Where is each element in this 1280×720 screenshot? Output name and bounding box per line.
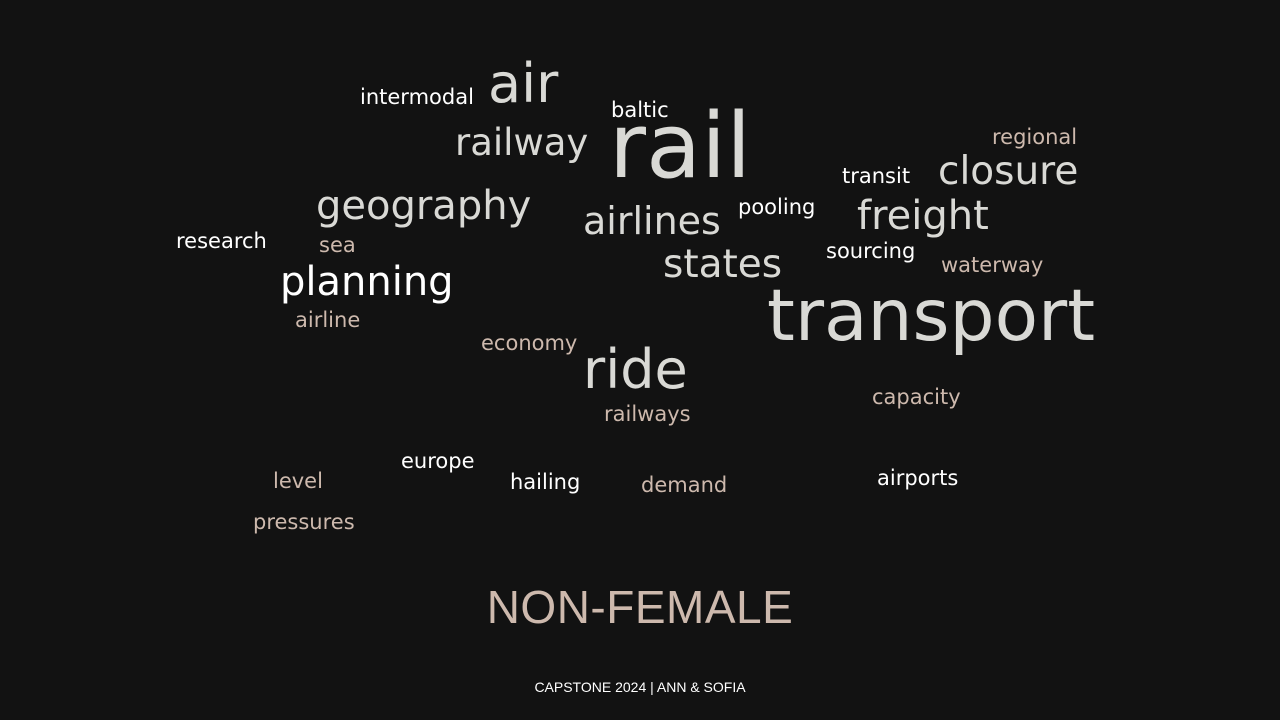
word-baltic: baltic xyxy=(611,98,669,122)
word-air: air xyxy=(488,52,559,115)
word-railway: railway xyxy=(455,121,589,164)
word-ride: ride xyxy=(583,338,688,401)
word-europe: europe xyxy=(401,449,475,473)
word-rail: rail xyxy=(609,94,752,199)
word-sea: sea xyxy=(319,233,356,257)
slide-title: NON-FEMALE xyxy=(486,581,794,633)
word-closure: closure xyxy=(938,149,1079,194)
word-cloud: intermodal air baltic railway rail regio… xyxy=(176,52,1096,534)
word-states: states xyxy=(663,242,783,287)
word-demand: demand xyxy=(641,473,728,497)
word-sourcing: sourcing xyxy=(826,239,916,263)
word-research: research xyxy=(176,229,267,253)
word-transport: transport xyxy=(767,274,1096,357)
word-level: level xyxy=(273,469,323,493)
word-capacity: capacity xyxy=(872,385,961,409)
word-railways: railways xyxy=(604,402,691,426)
word-freight: freight xyxy=(857,193,989,239)
word-hailing: hailing xyxy=(510,470,581,494)
word-airline: airline xyxy=(295,308,361,332)
slide-footer: CAPSTONE 2024 | ANN & SOFIA xyxy=(534,679,746,695)
word-transit: transit xyxy=(842,164,911,188)
word-pressures: pressures xyxy=(253,510,355,534)
word-intermodal: intermodal xyxy=(360,85,474,109)
word-airlines: airlines xyxy=(583,199,721,243)
word-economy: economy xyxy=(481,331,578,355)
word-planning: planning xyxy=(280,259,454,305)
word-geography: geography xyxy=(316,183,532,229)
word-regional: regional xyxy=(992,125,1078,149)
word-airports: airports xyxy=(877,466,959,490)
word-pooling: pooling xyxy=(738,195,816,219)
word-waterway: waterway xyxy=(941,253,1044,277)
